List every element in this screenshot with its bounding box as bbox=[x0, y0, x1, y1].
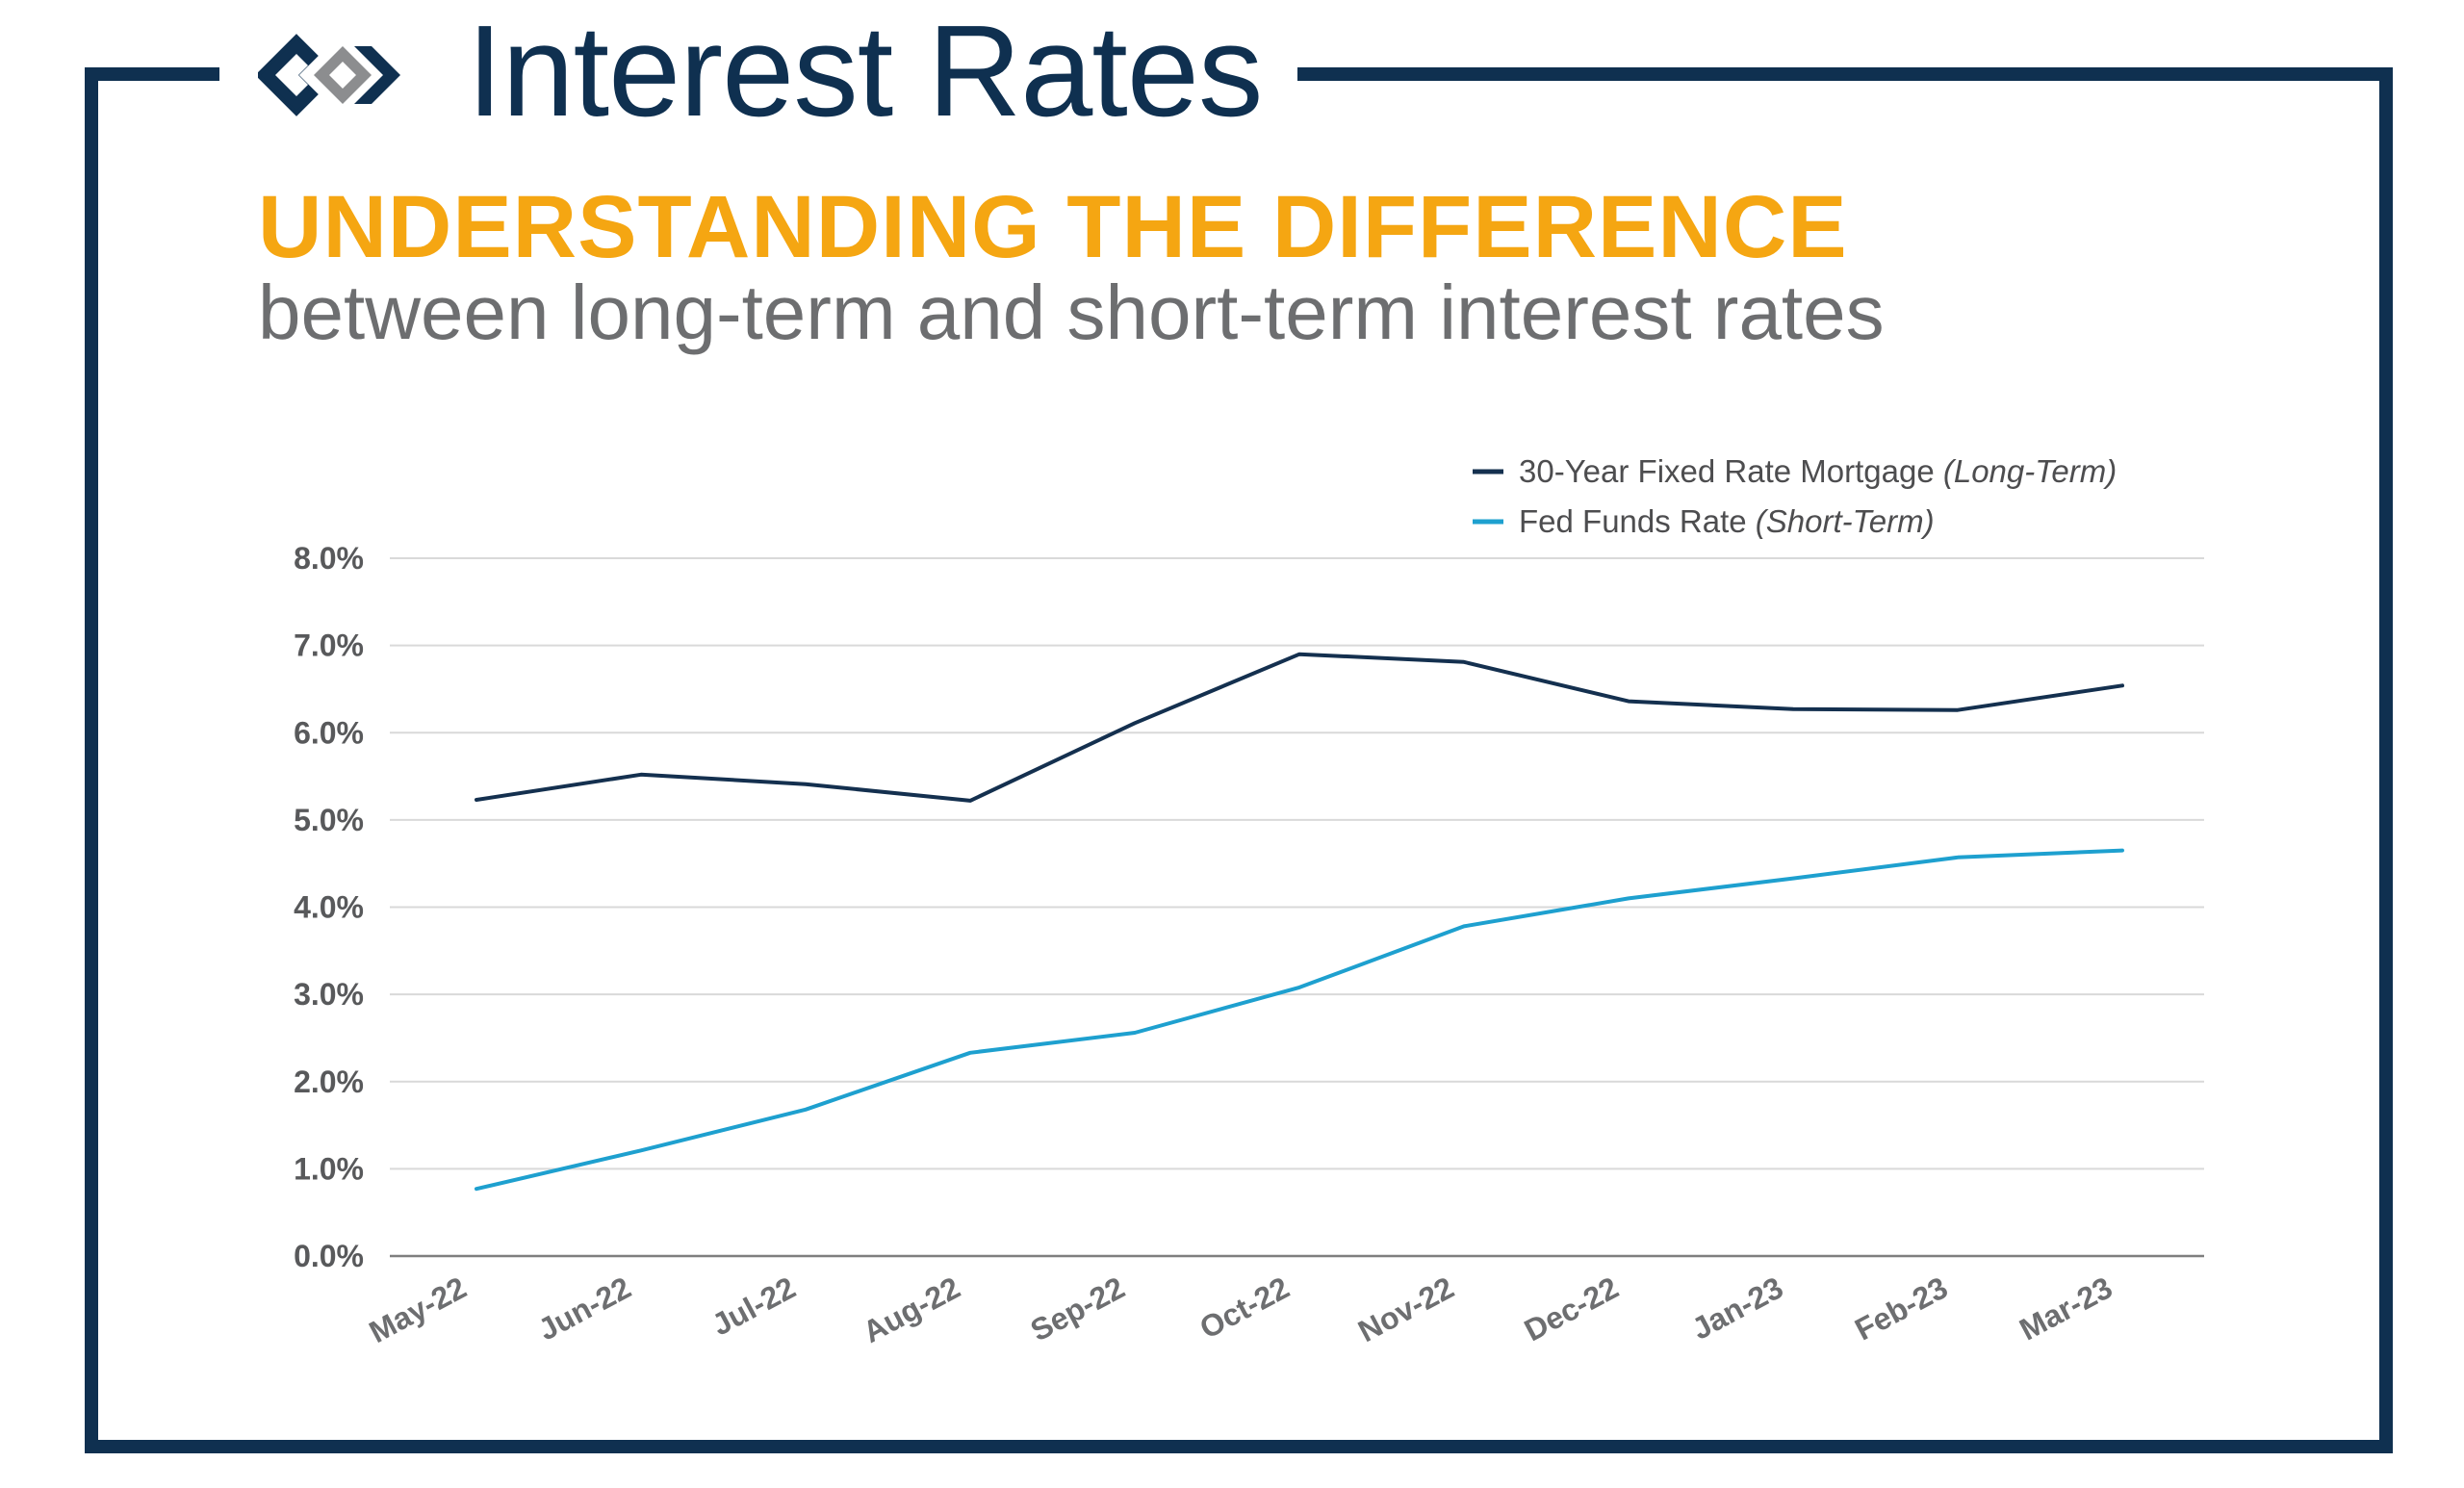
header-background bbox=[219, 19, 1297, 135]
x-tick-label: Dec-22 bbox=[1519, 1270, 1625, 1347]
y-tick-label: 3.0% bbox=[294, 977, 364, 1012]
x-tick-label: May-22 bbox=[364, 1270, 473, 1349]
x-tick-label: Jun-22 bbox=[532, 1270, 636, 1347]
y-tick-label: 2.0% bbox=[294, 1065, 364, 1099]
x-tick-label: Nov-22 bbox=[1352, 1270, 1459, 1348]
legend-series-name: 30-Year Fixed Rate Mortgage bbox=[1519, 453, 1943, 489]
x-tick-label: Jul-22 bbox=[706, 1270, 802, 1342]
x-tick-label: Sep-22 bbox=[1025, 1270, 1131, 1347]
y-tick-label: 8.0% bbox=[294, 541, 364, 576]
legend-series-qualifier: (Long-Term) bbox=[1943, 453, 2117, 489]
y-tick-label: 1.0% bbox=[294, 1151, 364, 1186]
headline: UNDERSTANDING THE DIFFERENCE bbox=[258, 178, 1848, 276]
legend-label: 30-Year Fixed Rate Mortgage (Long-Term) bbox=[1519, 453, 2117, 489]
legend-label: Fed Funds Rate (Short-Term) bbox=[1519, 503, 1935, 539]
x-tick-label: Aug-22 bbox=[858, 1270, 966, 1349]
long-term-series-line bbox=[475, 652, 2124, 803]
x-tick-label: Jan-23 bbox=[1686, 1270, 1788, 1346]
y-tick-label: 4.0% bbox=[294, 890, 364, 925]
y-tick-label: 0.0% bbox=[294, 1239, 364, 1273]
y-tick-label: 7.0% bbox=[294, 629, 364, 663]
y-tick-label: 5.0% bbox=[294, 803, 364, 837]
logo-icon bbox=[258, 34, 400, 116]
x-tick-label: Mar-23 bbox=[2014, 1270, 2118, 1347]
legend-series-name: Fed Funds Rate bbox=[1519, 503, 1756, 539]
page-title: Interest Rates bbox=[467, 0, 1263, 143]
subheadline: between long-term and short-term interes… bbox=[258, 269, 1885, 355]
short-term-series-line bbox=[475, 848, 2124, 1192]
x-tick-label: Feb-23 bbox=[1849, 1270, 1953, 1347]
y-tick-label: 6.0% bbox=[294, 715, 364, 750]
legend-series-qualifier: (Short-Term) bbox=[1756, 503, 1935, 539]
x-tick-label: Oct-22 bbox=[1194, 1270, 1295, 1346]
